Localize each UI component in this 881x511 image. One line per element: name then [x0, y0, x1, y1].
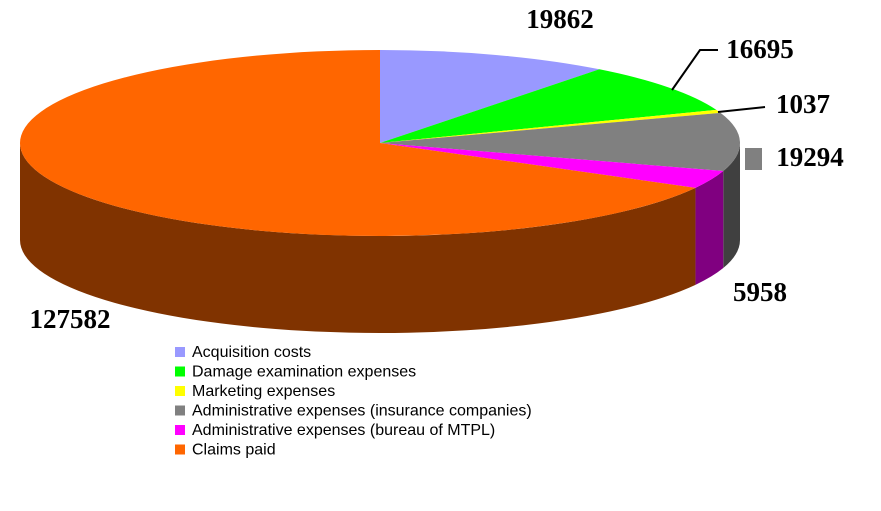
pie-slice-side — [723, 143, 740, 269]
pie-sides — [20, 143, 740, 334]
legend-label: Acquisition costs — [192, 344, 311, 361]
pie-tops — [20, 50, 740, 236]
legend-swatch — [175, 405, 185, 416]
value-label: 16695 — [726, 34, 794, 64]
pie-slice-side — [20, 143, 696, 334]
pie-slice-side — [695, 171, 724, 285]
legend-swatch — [175, 444, 185, 455]
legend-label: Marketing expenses — [192, 383, 335, 400]
pie-slice — [380, 109, 721, 143]
legend-swatch — [175, 386, 185, 396]
legend-label: Administrative expenses (bureau of MTPL) — [192, 422, 495, 439]
label-marker — [745, 148, 762, 170]
value-label: 127582 — [30, 304, 111, 334]
legend-label: Administrative expenses (insurance compa… — [192, 403, 532, 420]
pie-slice — [20, 50, 696, 236]
value-label: 1037 — [776, 89, 830, 119]
value-label: 5958 — [733, 277, 787, 307]
value-label: 19862 — [526, 4, 594, 34]
pie-slice — [380, 69, 717, 143]
pie-slice — [380, 112, 740, 172]
value-labels: 19862 16695 1037 19294 5958 127582 — [30, 4, 844, 334]
pie-slice — [380, 143, 724, 188]
legend-label: Claims paid — [192, 442, 276, 459]
value-label: 19294 — [776, 142, 844, 172]
leader-line — [717, 106, 766, 113]
legend-swatch — [175, 425, 185, 435]
legend-swatch — [175, 347, 185, 357]
pie-slice — [380, 50, 600, 143]
leader-line — [671, 49, 718, 91]
legend-swatch — [175, 366, 185, 377]
legend-label: Damage examination expenses — [192, 364, 416, 381]
legend: Acquisition costs Damage examination expe… — [175, 344, 532, 459]
